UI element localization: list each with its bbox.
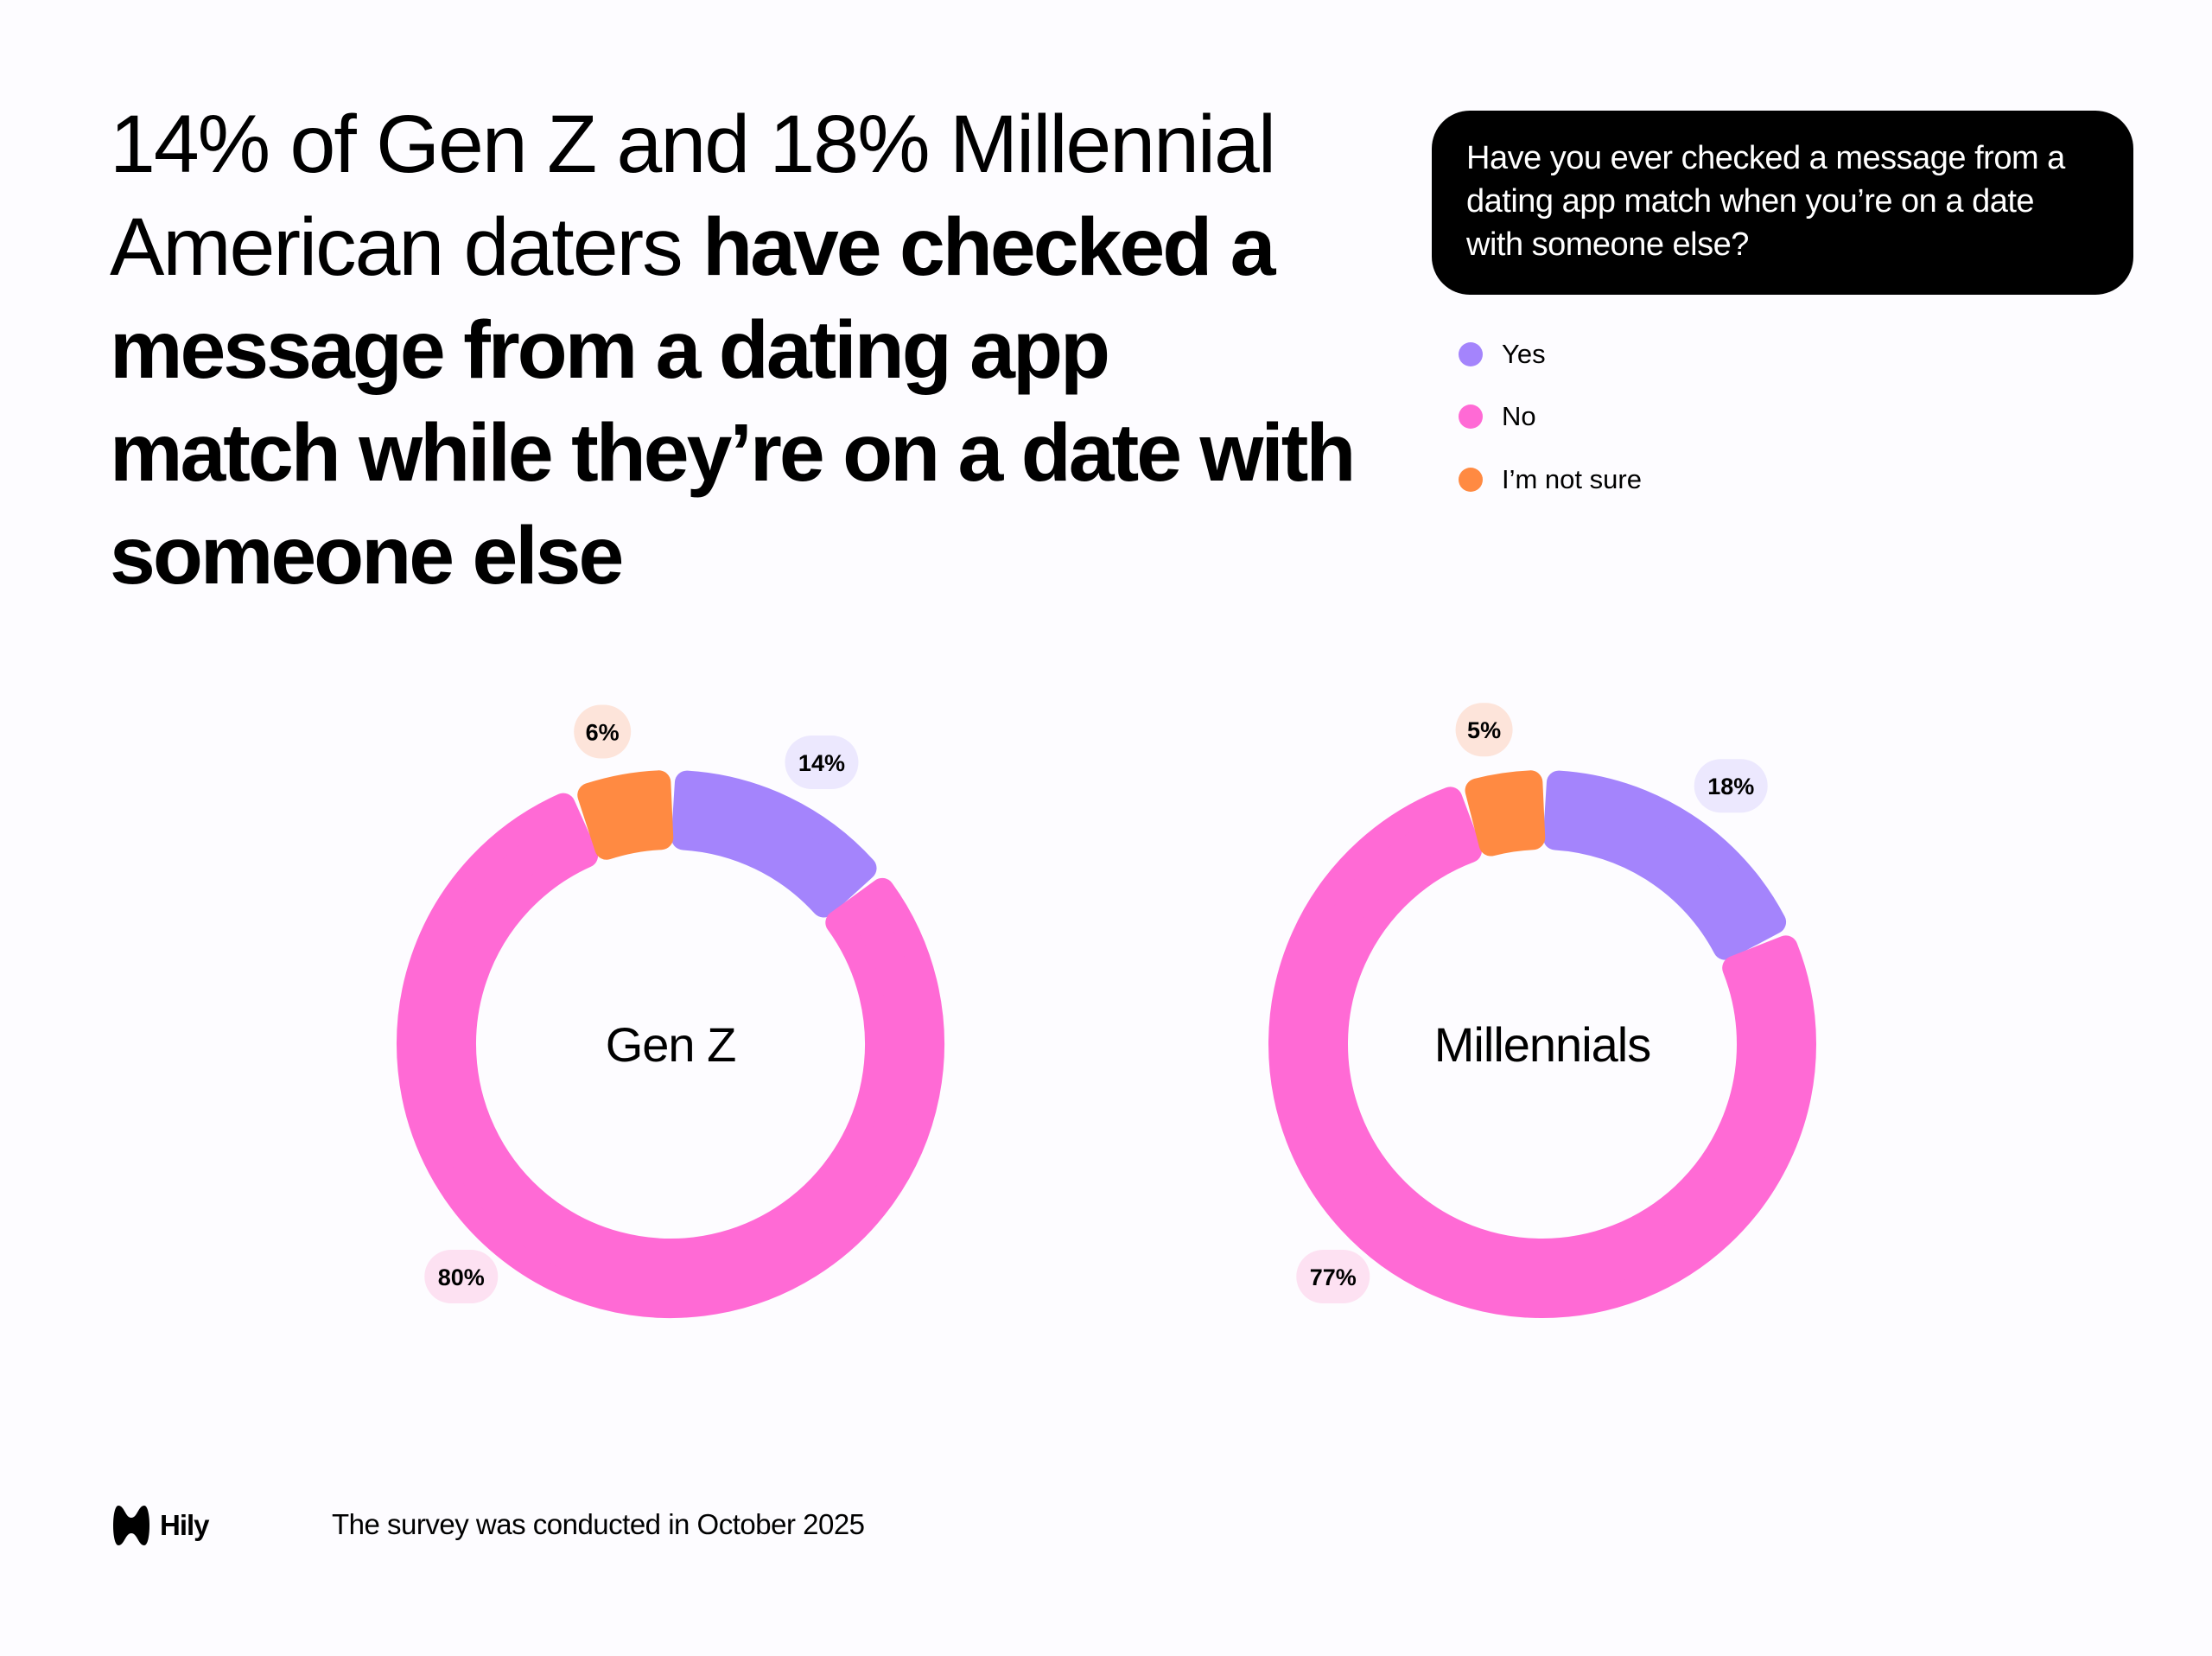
data-label-bg	[785, 735, 859, 789]
legend-label: No	[1502, 401, 1536, 431]
data-label: 80%	[438, 1264, 485, 1290]
legend-item-yes: Yes	[1459, 337, 1546, 372]
data-label-bg	[424, 1250, 499, 1304]
survey-note: The survey was conducted in October 2025	[332, 1508, 865, 1540]
data-label-bg	[1296, 1250, 1370, 1304]
segment-yes	[671, 770, 877, 918]
data-label-bg	[1694, 759, 1768, 813]
segment-i-m-not-sure	[577, 770, 674, 860]
headline: 14% of Gen Z and 18% Millennial American…	[110, 93, 1356, 608]
hily-logo: Hily	[110, 1504, 210, 1547]
hily-logo-icon	[113, 1506, 149, 1545]
data-label: 6%	[586, 719, 620, 745]
data-label-bg	[574, 704, 632, 759]
segment-no	[1268, 787, 1816, 1318]
legend-item-no: No	[1459, 399, 1536, 434]
segment-yes	[1542, 770, 1787, 960]
data-label-bg	[1455, 703, 1513, 757]
segment-i-m-not-sure	[1465, 770, 1546, 857]
legend-label: I’m not sure	[1502, 464, 1642, 494]
center-label: Millennials	[1434, 1017, 1650, 1072]
donut-gen-z: 14% 80% 6% Gen Z	[397, 704, 944, 1318]
segment-no	[397, 793, 944, 1318]
data-label: 14%	[798, 750, 845, 776]
legend-dot-no	[1459, 404, 1483, 429]
data-label: 5%	[1467, 717, 1501, 743]
legend-label: Yes	[1502, 339, 1546, 369]
legend-dot-yes	[1459, 342, 1483, 366]
logo-text: Hily	[160, 1509, 210, 1541]
legend-dot-not-sure	[1459, 468, 1483, 492]
data-label: 77%	[1310, 1264, 1357, 1290]
donut-millennials: 18% 77% 5% Millennials	[1268, 703, 1816, 1318]
data-label: 18%	[1707, 774, 1754, 799]
headline-regular: 14% of Gen Z and 18% Millennial American…	[110, 99, 1276, 293]
legend-item-not-sure: I’m not sure	[1459, 462, 1642, 497]
center-label: Gen Z	[606, 1017, 736, 1072]
headline-bold: have checked a message from a dating app…	[110, 201, 1356, 602]
question-box: Have you ever checked a message from a d…	[1432, 111, 2133, 295]
